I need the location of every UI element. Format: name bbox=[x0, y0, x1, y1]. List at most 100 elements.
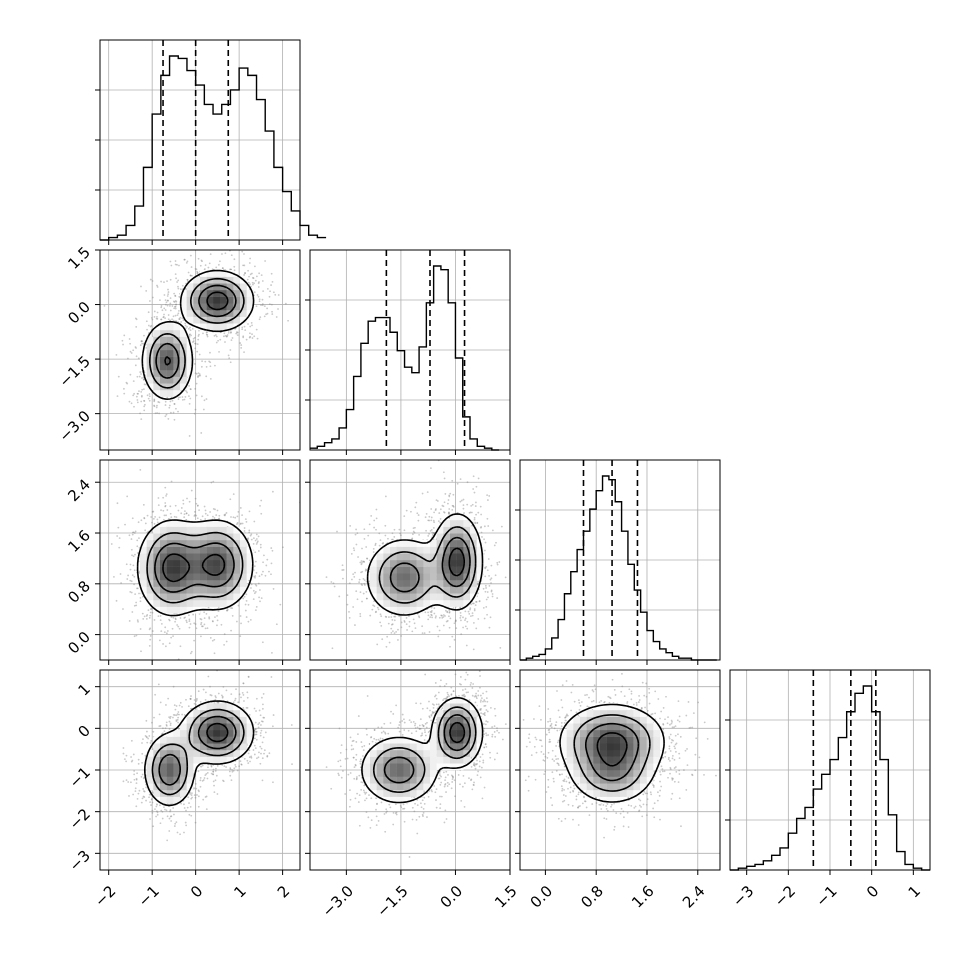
scatter-point bbox=[444, 615, 446, 617]
scatter-point bbox=[200, 635, 202, 638]
density-cell bbox=[240, 560, 247, 567]
scatter-point bbox=[468, 511, 471, 514]
scatter-point bbox=[164, 400, 167, 403]
scatter-point bbox=[148, 399, 151, 402]
scatter-point bbox=[140, 418, 143, 421]
density-cell bbox=[220, 600, 227, 607]
density-cell bbox=[173, 553, 181, 561]
scatter-point bbox=[388, 641, 391, 644]
scatter-point bbox=[191, 676, 193, 678]
scatter-point bbox=[186, 391, 189, 394]
density-cell bbox=[193, 276, 201, 284]
scatter-point bbox=[205, 333, 208, 336]
density-cell bbox=[166, 573, 174, 581]
scatter-point bbox=[103, 304, 106, 307]
scatter-point bbox=[160, 306, 163, 309]
scatter-point bbox=[139, 344, 142, 347]
scatter-point bbox=[164, 504, 167, 507]
scatter-point bbox=[136, 375, 139, 378]
scatter-point bbox=[143, 516, 146, 519]
scatter-point bbox=[131, 574, 134, 577]
scatter-point bbox=[167, 318, 170, 321]
scatter-point bbox=[236, 522, 239, 524]
density-cell bbox=[186, 580, 194, 587]
density-cell bbox=[153, 533, 161, 541]
density-cell bbox=[146, 573, 154, 581]
density-cell bbox=[160, 593, 167, 601]
scatter-point bbox=[144, 529, 147, 532]
scatter-point bbox=[166, 630, 169, 632]
scatter-point bbox=[372, 604, 375, 607]
density-cell bbox=[206, 600, 214, 607]
scatter-point bbox=[176, 624, 179, 626]
scatter-point bbox=[261, 304, 264, 307]
scatter-point bbox=[360, 571, 362, 574]
scatter-point bbox=[173, 301, 176, 303]
scatter-point bbox=[248, 336, 251, 339]
scatter-point bbox=[113, 575, 115, 578]
ticks-1-0 bbox=[95, 249, 284, 455]
scatter-point bbox=[445, 667, 447, 669]
density-cell bbox=[180, 310, 187, 317]
scatter-point bbox=[214, 364, 216, 367]
scatter-point bbox=[156, 518, 159, 521]
density-cell bbox=[220, 586, 227, 594]
scatter-point bbox=[115, 599, 118, 602]
density-cell bbox=[160, 540, 167, 547]
scatter-point bbox=[201, 625, 204, 628]
scatter-point bbox=[193, 515, 196, 517]
scatter-point bbox=[270, 562, 273, 565]
scatter-point bbox=[209, 377, 212, 380]
scatter-point bbox=[213, 638, 216, 641]
density-cell bbox=[166, 330, 174, 337]
joint-density-2-0 bbox=[110, 469, 300, 678]
scatter-point bbox=[362, 592, 365, 595]
scatter-point bbox=[191, 274, 193, 277]
density-cell bbox=[180, 376, 187, 384]
scatter-point bbox=[484, 567, 487, 570]
scatter-point bbox=[195, 382, 198, 385]
density-cell bbox=[153, 600, 161, 607]
scatter-point bbox=[362, 560, 364, 563]
density-cell bbox=[153, 566, 161, 574]
density-cell bbox=[206, 296, 214, 304]
scatter-point bbox=[147, 397, 150, 400]
scatter-point bbox=[188, 334, 191, 336]
scatter-point bbox=[130, 548, 133, 551]
scatter-point bbox=[436, 500, 439, 502]
scatter-point bbox=[376, 606, 379, 609]
density-cell bbox=[213, 303, 221, 311]
scatter-point bbox=[149, 635, 152, 637]
scatter-point bbox=[197, 372, 200, 375]
scatter-point bbox=[252, 542, 255, 545]
density-cell bbox=[166, 323, 174, 331]
scatter-point bbox=[194, 514, 196, 516]
scatter-point bbox=[129, 579, 132, 582]
scatter-point bbox=[243, 530, 246, 532]
scatter-point bbox=[223, 335, 225, 338]
scatter-point bbox=[152, 510, 155, 513]
scatter-point bbox=[162, 316, 165, 319]
density-cell bbox=[160, 580, 167, 587]
scatter-point bbox=[172, 300, 175, 303]
scatter-point bbox=[490, 582, 492, 584]
scatter-point bbox=[215, 341, 218, 344]
density-cell bbox=[166, 606, 174, 614]
scatter-point bbox=[218, 514, 221, 517]
contour-level-0.35 bbox=[149, 277, 245, 389]
grid-1-1 bbox=[310, 250, 510, 450]
scatter-point bbox=[173, 307, 176, 310]
density-cell bbox=[160, 356, 167, 364]
scatter-point bbox=[164, 404, 167, 406]
density-cell bbox=[193, 586, 201, 594]
scatter-point bbox=[235, 620, 238, 623]
scatter-point bbox=[184, 324, 187, 327]
density-cell bbox=[180, 533, 187, 541]
scatter-point bbox=[204, 360, 207, 363]
scatter-point bbox=[130, 538, 133, 540]
scatter-point bbox=[137, 620, 139, 623]
scatter-point bbox=[204, 509, 207, 512]
density-cell bbox=[226, 283, 234, 291]
scatter-point bbox=[248, 247, 250, 249]
scatter-point bbox=[254, 576, 256, 579]
